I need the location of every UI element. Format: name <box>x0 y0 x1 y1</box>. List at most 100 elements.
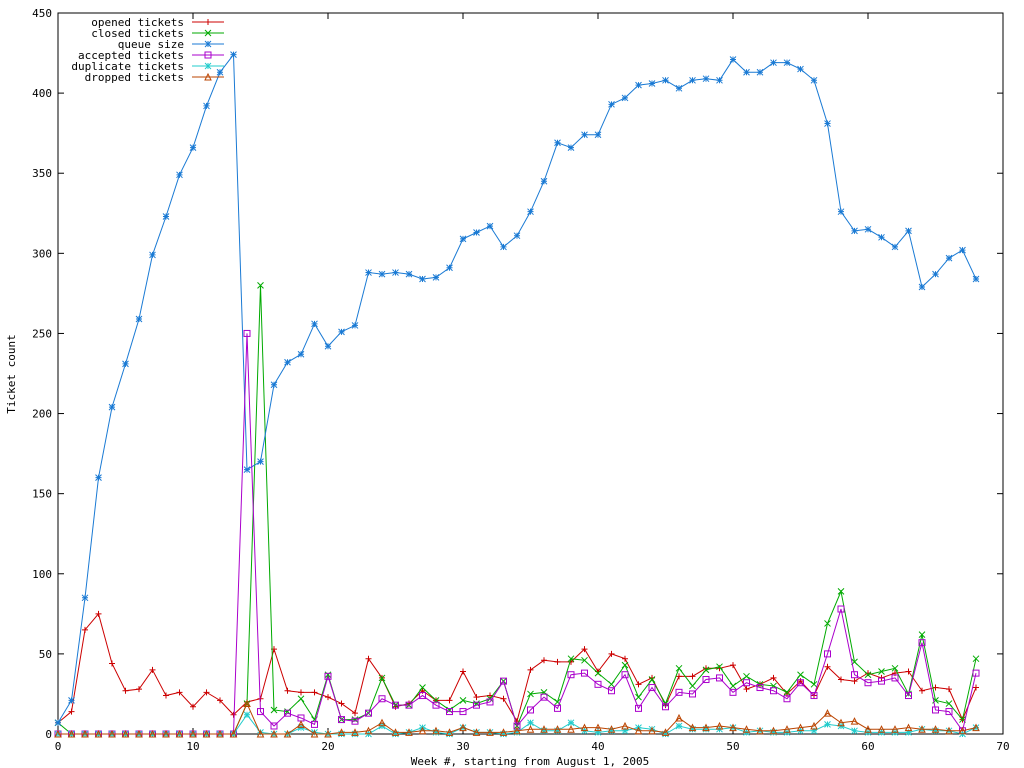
data-point <box>54 729 62 738</box>
data-point <box>837 588 845 595</box>
data-point <box>554 727 561 735</box>
data-point <box>580 723 589 732</box>
data-point <box>500 677 507 685</box>
data-point <box>851 727 858 735</box>
data-point <box>149 251 156 259</box>
data-point <box>109 660 115 667</box>
data-point <box>837 605 845 613</box>
data-point <box>756 684 764 692</box>
data-point <box>675 664 683 672</box>
data-point <box>243 699 251 708</box>
data-point <box>418 726 427 735</box>
data-point <box>338 700 345 707</box>
data-point <box>270 729 278 738</box>
data-point <box>716 674 723 682</box>
data-point <box>716 663 723 671</box>
data-point <box>675 722 683 730</box>
data-point <box>648 684 656 692</box>
data-point <box>297 720 305 728</box>
data-point <box>608 687 615 695</box>
data-point <box>918 631 926 639</box>
data-point <box>297 350 305 358</box>
data-point <box>446 708 453 716</box>
data-point <box>459 708 467 716</box>
data-point <box>541 657 547 664</box>
data-point <box>217 697 223 704</box>
series-line <box>57 53 977 724</box>
data-point <box>540 727 548 735</box>
data-point <box>932 727 939 735</box>
data-point <box>932 270 939 278</box>
data-point <box>311 720 318 728</box>
data-point <box>527 690 534 698</box>
data-point <box>594 729 602 736</box>
data-point <box>419 275 426 283</box>
data-point <box>594 680 602 688</box>
data-point <box>743 68 750 76</box>
data-point <box>621 721 629 730</box>
data-point <box>864 679 872 687</box>
data-point <box>473 694 480 701</box>
data-point <box>635 693 642 701</box>
data-point <box>621 671 629 679</box>
y-axis-label: Ticket count <box>5 334 18 413</box>
data-point <box>608 727 615 735</box>
data-point <box>432 729 440 736</box>
data-point <box>918 639 926 647</box>
data-point <box>554 139 561 147</box>
data-point <box>324 672 332 680</box>
data-point <box>675 688 683 696</box>
data-point <box>270 381 278 389</box>
data-point <box>338 328 345 336</box>
data-point <box>392 269 399 276</box>
data-point <box>148 729 157 738</box>
data-point <box>905 227 912 235</box>
data-point <box>284 358 291 366</box>
data-point <box>972 669 980 677</box>
data-point <box>351 730 359 738</box>
data-point <box>810 692 818 700</box>
data-point <box>689 682 696 690</box>
data-point <box>716 76 723 84</box>
data-point <box>864 671 872 679</box>
data-point <box>351 717 359 725</box>
legend-marker <box>205 19 211 25</box>
data-point <box>216 68 224 76</box>
data-point <box>945 254 953 262</box>
data-point <box>311 729 318 736</box>
data-point <box>824 650 831 658</box>
data-point <box>904 723 913 732</box>
legend-label: closed tickets <box>91 27 184 40</box>
data-point <box>554 658 561 665</box>
legend-marker <box>204 29 212 37</box>
y-tick-label: 50 <box>39 648 52 661</box>
y-tick-label: 100 <box>32 568 52 581</box>
data-point <box>891 674 899 682</box>
data-point <box>689 725 696 733</box>
data-point <box>419 692 426 700</box>
data-point <box>298 689 304 696</box>
data-point <box>973 684 979 691</box>
data-point <box>796 723 805 732</box>
axis-ticks: 0 50 100 150 200 250 300 350 400 450 0 10 20 30 40 50 60… <box>32 7 1010 753</box>
data-point <box>162 729 170 738</box>
data-point <box>715 721 724 730</box>
data-point <box>122 360 129 368</box>
legend-label: accepted tickets <box>78 49 184 62</box>
data-point <box>945 726 953 735</box>
data-point <box>594 669 602 677</box>
x-tick-label: 0 <box>55 740 62 753</box>
data-point <box>365 655 372 662</box>
data-point <box>972 723 980 732</box>
data-point <box>594 131 602 139</box>
data-point <box>392 701 399 709</box>
data-point <box>540 693 548 701</box>
data-point <box>203 689 210 696</box>
data-point <box>311 320 318 328</box>
series-line <box>58 333 977 735</box>
data-point <box>527 719 534 727</box>
data-point <box>175 729 184 738</box>
data-point <box>878 233 885 241</box>
series-closed-tickets <box>54 282 980 738</box>
data-point <box>108 403 116 411</box>
